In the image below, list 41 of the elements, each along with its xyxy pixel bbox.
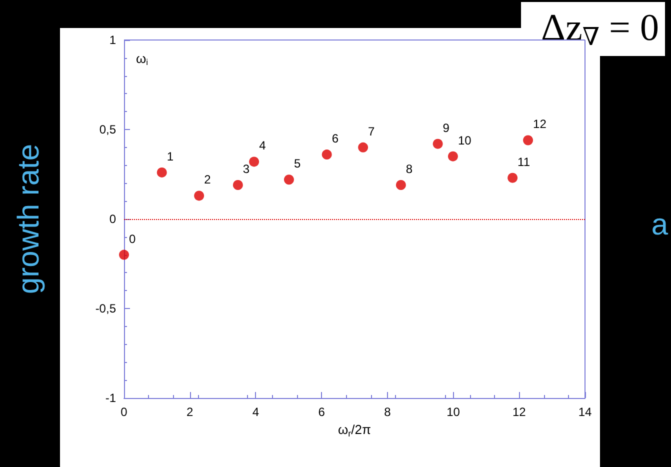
y-tick-label: 0,5: [99, 122, 116, 136]
x-tick-label: 14: [578, 405, 592, 419]
point: [396, 180, 406, 190]
x-tick-label: 0: [120, 405, 128, 419]
x-tick-label: 4: [252, 405, 260, 419]
y-tick-label: -0,5: [95, 302, 116, 316]
annotation: 5: [294, 156, 301, 171]
point: [432, 138, 443, 149]
x-tick-label: 12: [512, 405, 526, 419]
point: [508, 172, 518, 183]
text: a: [651, 208, 668, 242]
y-tick-label: 1: [109, 33, 116, 47]
point: [194, 190, 204, 201]
annotation: 6: [332, 132, 339, 146]
annotation: 7: [368, 124, 376, 138]
point: [358, 142, 368, 152]
point: [232, 180, 243, 190]
point: [156, 167, 167, 178]
x-tick-label: 8: [384, 405, 392, 419]
y-tick-label: 0: [109, 212, 116, 226]
annotation: 8: [406, 162, 413, 176]
annotation: 4: [259, 138, 266, 153]
annotation: 11: [518, 154, 530, 169]
point: [249, 156, 260, 167]
text: growth rate: [12, 144, 46, 294]
x-tick-label: 2: [186, 405, 194, 419]
annotation: 9: [442, 120, 450, 135]
x-tick-label: 6: [318, 405, 326, 419]
point: [448, 151, 458, 162]
annotation: 3: [242, 162, 250, 176]
x-tick-label: 10: [446, 405, 460, 419]
annotation: 0: [129, 232, 136, 246]
point: [322, 150, 332, 160]
annotation: 2: [204, 172, 212, 187]
point: [284, 174, 294, 185]
point: [523, 135, 534, 146]
annotation: 1: [166, 149, 174, 164]
point: [119, 250, 129, 260]
annotation: 12: [533, 117, 547, 132]
y-tick-label: -1: [105, 391, 116, 405]
annotation: 10: [458, 133, 472, 148]
